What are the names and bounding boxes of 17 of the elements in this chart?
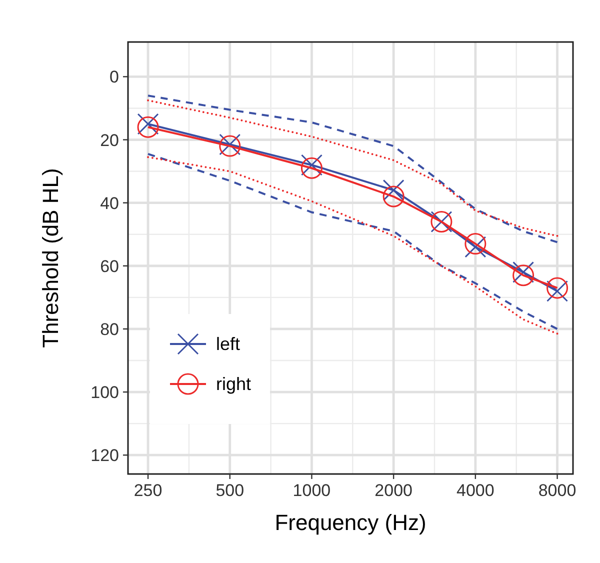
legend-label: left	[216, 334, 240, 354]
x-tick-label: 250	[134, 481, 162, 500]
x-tick-label: 8000	[538, 481, 576, 500]
y-tick-label: 0	[110, 68, 119, 87]
y-axis-title: Threshold (dB HL)	[38, 168, 63, 348]
y-tick-label: 120	[90, 446, 119, 466]
x-tick-label: 1000	[292, 481, 331, 500]
y-tick-label: 80	[100, 320, 119, 339]
y-tick-label: 20	[100, 130, 119, 150]
y-tick-label: 60	[100, 256, 119, 276]
x-tick-label: 2000	[374, 481, 412, 500]
legend-label: right	[216, 374, 252, 394]
y-tick-label: 40	[100, 194, 119, 213]
x-tick-label: 4000	[456, 481, 494, 500]
y-tick-label: 100	[90, 383, 119, 402]
x-tick-label: 500	[216, 481, 244, 500]
x-axis-title: Frequency (Hz)	[274, 510, 426, 535]
